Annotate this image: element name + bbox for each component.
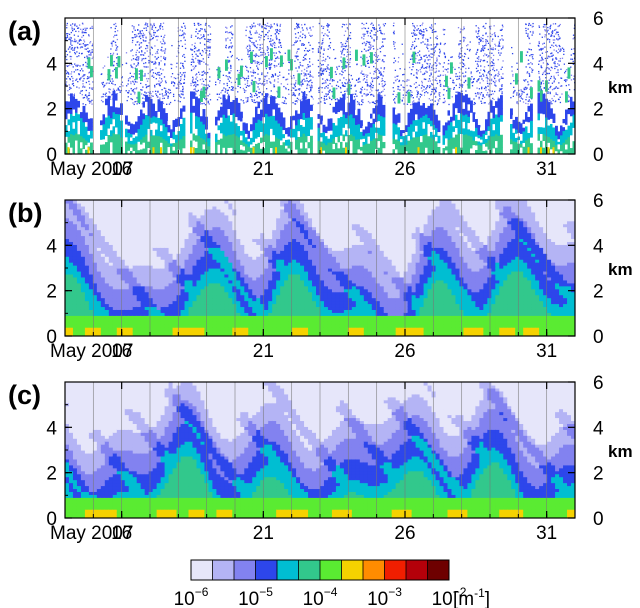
x-tick-label: 31 xyxy=(536,523,557,544)
colorbar-swatch xyxy=(234,560,256,580)
colorbar-swatch xyxy=(320,560,342,580)
y-tick-label-right: 6 xyxy=(593,191,604,212)
colorbar-swatch xyxy=(384,560,407,580)
panel-label: (b) xyxy=(8,198,42,228)
y-unit-label: km xyxy=(608,442,633,461)
x-tick-label: 21 xyxy=(253,159,274,180)
x-tick-label: 26 xyxy=(394,341,415,362)
y-tick-label: 2 xyxy=(46,282,57,303)
y-tick-label-right: 0 xyxy=(593,145,604,166)
colorbar-swatch xyxy=(363,560,385,580)
y-tick-label: 0 xyxy=(46,327,57,348)
y-tick-label: 4 xyxy=(46,236,57,257)
colorbar-swatch xyxy=(255,560,278,580)
colorbar: 10−6 10−5 10−4 10−3 10−2[m-1] xyxy=(174,559,490,608)
colorbar-tick-label: 10−5 xyxy=(238,585,273,608)
x-tick-label: 21 xyxy=(253,523,274,544)
extinction-field xyxy=(65,18,575,154)
x-tick-label: 26 xyxy=(394,159,415,180)
y-tick-label-right: 2 xyxy=(593,464,604,485)
y-tick-label-right: 6 xyxy=(593,9,604,30)
y-tick-label-right: 4 xyxy=(593,236,604,257)
colorbar-swatch xyxy=(427,560,450,580)
y-tick-label: 4 xyxy=(46,54,57,75)
y-tick-label-right: 6 xyxy=(593,373,604,394)
y-tick-label: 2 xyxy=(46,464,57,485)
panel-label: (c) xyxy=(8,380,41,410)
y-tick-label-right: 2 xyxy=(593,100,604,121)
colorbar-tick-label: 10−2 xyxy=(432,585,467,608)
y-tick-label-right: 4 xyxy=(593,54,604,75)
panel-label: (a) xyxy=(8,16,41,46)
x-tick-label: 21 xyxy=(253,341,274,362)
x-tick-label: 16 xyxy=(111,159,132,180)
x-start-label: May 2007 xyxy=(50,159,133,180)
colorbar-swatch xyxy=(406,560,428,580)
x-tick-label: 16 xyxy=(111,341,132,362)
x-start-label: May 2007 xyxy=(50,341,133,362)
y-unit-label: km xyxy=(608,260,633,279)
y-tick-label-right: 0 xyxy=(593,327,604,348)
y-tick-label: 0 xyxy=(46,509,57,530)
colorbar-swatch xyxy=(277,560,299,580)
x-tick-label: 31 xyxy=(536,341,557,362)
colorbar-unit: [m-1] xyxy=(453,586,490,608)
colorbar-tick-label: 10−6 xyxy=(174,585,209,608)
colorbar-tick-label: 10−4 xyxy=(303,585,338,608)
colorbar-swatch xyxy=(341,560,364,580)
y-tick-label: 0 xyxy=(46,145,57,166)
y-tick-label: 2 xyxy=(46,100,57,121)
y-tick-label-right: 2 xyxy=(593,282,604,303)
x-start-label: May 2007 xyxy=(50,523,133,544)
colorbar-tick-label: 10−3 xyxy=(367,585,402,608)
y-tick-label-right: 4 xyxy=(593,418,604,439)
x-tick-label: 26 xyxy=(394,523,415,544)
colorbar-swatch xyxy=(212,560,235,580)
y-tick-label: 4 xyxy=(46,418,57,439)
colorbar-swatch xyxy=(298,560,321,580)
x-tick-label: 16 xyxy=(111,523,132,544)
x-tick-label: 31 xyxy=(536,159,557,180)
y-unit-label: km xyxy=(608,78,633,97)
y-tick-label-right: 0 xyxy=(593,509,604,530)
colorbar-swatch xyxy=(191,560,213,580)
